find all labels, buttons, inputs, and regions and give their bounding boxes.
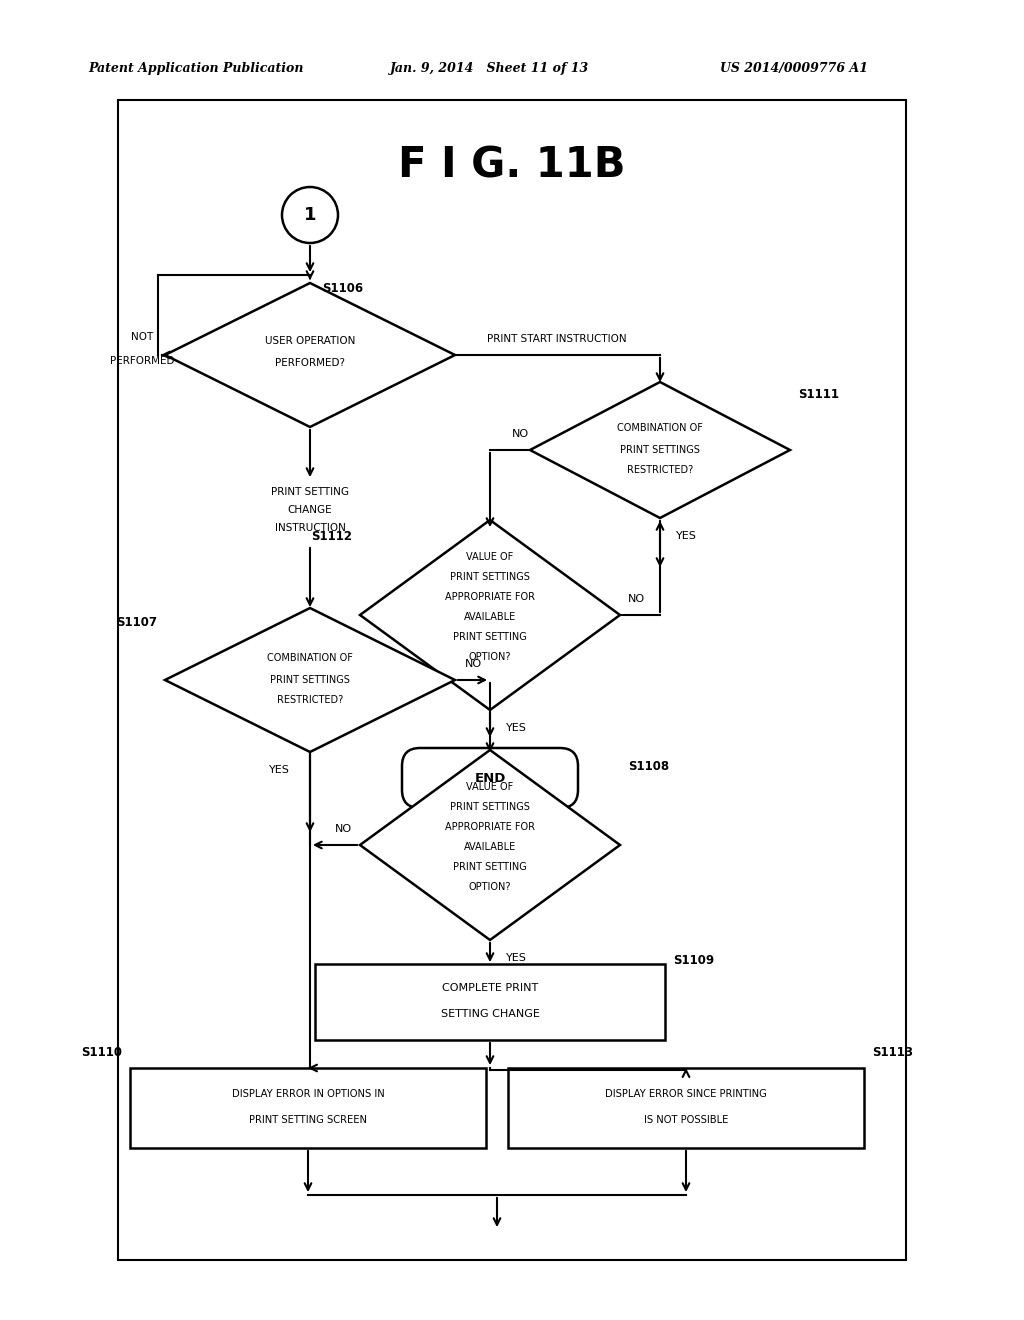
Text: OPTION?: OPTION? <box>469 882 511 892</box>
Polygon shape <box>165 282 455 426</box>
Text: 1: 1 <box>304 206 316 224</box>
Text: VALUE OF: VALUE OF <box>466 552 514 562</box>
Text: Jan. 9, 2014   Sheet 11 of 13: Jan. 9, 2014 Sheet 11 of 13 <box>390 62 589 75</box>
Text: USER OPERATION: USER OPERATION <box>265 337 355 346</box>
Text: RESTRICTED?: RESTRICTED? <box>627 465 693 475</box>
Text: S1113: S1113 <box>872 1047 913 1060</box>
Text: CHANGE: CHANGE <box>288 506 333 515</box>
Text: SETTING CHANGE: SETTING CHANGE <box>440 1008 540 1019</box>
Polygon shape <box>360 520 620 710</box>
Text: NO: NO <box>511 429 528 440</box>
Text: INSTRUCTION: INSTRUCTION <box>274 523 345 533</box>
Text: Patent Application Publication: Patent Application Publication <box>88 62 303 75</box>
Text: APPROPRIATE FOR: APPROPRIATE FOR <box>445 822 535 832</box>
Text: DISPLAY ERROR SINCE PRINTING: DISPLAY ERROR SINCE PRINTING <box>605 1089 767 1100</box>
Text: PRINT SETTING: PRINT SETTING <box>271 487 349 498</box>
Text: PRINT SETTINGS: PRINT SETTINGS <box>451 803 530 812</box>
Polygon shape <box>530 381 790 517</box>
Text: S1111: S1111 <box>798 388 839 401</box>
Text: PERFORMED?: PERFORMED? <box>275 358 345 368</box>
Text: YES: YES <box>269 766 290 775</box>
Text: S1112: S1112 <box>311 531 352 544</box>
Text: YES: YES <box>506 723 527 733</box>
FancyBboxPatch shape <box>118 100 906 1261</box>
Text: COMPLETE PRINT: COMPLETE PRINT <box>442 983 539 993</box>
FancyBboxPatch shape <box>315 964 665 1040</box>
Text: PRINT SETTING: PRINT SETTING <box>454 632 527 642</box>
Text: US 2014/0009776 A1: US 2014/0009776 A1 <box>720 62 868 75</box>
Text: NO: NO <box>335 824 352 834</box>
Text: NO: NO <box>628 594 645 605</box>
Text: YES: YES <box>676 531 697 541</box>
FancyBboxPatch shape <box>508 1068 864 1148</box>
FancyBboxPatch shape <box>130 1068 486 1148</box>
Text: COMBINATION OF: COMBINATION OF <box>267 653 353 663</box>
Text: S1108: S1108 <box>628 760 669 774</box>
Polygon shape <box>165 609 455 752</box>
Text: PRINT SETTINGS: PRINT SETTINGS <box>270 675 350 685</box>
Circle shape <box>282 187 338 243</box>
Text: PRINT SETTING: PRINT SETTING <box>454 862 527 873</box>
Text: END: END <box>474 771 506 784</box>
Text: COMBINATION OF: COMBINATION OF <box>617 422 702 433</box>
Text: PRINT START INSTRUCTION: PRINT START INSTRUCTION <box>487 334 627 345</box>
Text: VALUE OF: VALUE OF <box>466 781 514 792</box>
Text: DISPLAY ERROR IN OPTIONS IN: DISPLAY ERROR IN OPTIONS IN <box>231 1089 384 1100</box>
Text: IS NOT POSSIBLE: IS NOT POSSIBLE <box>644 1115 728 1125</box>
Text: OPTION?: OPTION? <box>469 652 511 663</box>
Text: AVAILABLE: AVAILABLE <box>464 612 516 622</box>
Text: APPROPRIATE FOR: APPROPRIATE FOR <box>445 591 535 602</box>
Text: PERFORMED: PERFORMED <box>110 356 174 366</box>
Text: S1107: S1107 <box>116 615 157 628</box>
Text: NO: NO <box>465 659 481 669</box>
FancyBboxPatch shape <box>402 748 578 808</box>
Text: PRINT SETTING SCREEN: PRINT SETTING SCREEN <box>249 1115 367 1125</box>
Text: S1110: S1110 <box>81 1047 122 1060</box>
Text: YES: YES <box>506 953 527 964</box>
Text: PRINT SETTINGS: PRINT SETTINGS <box>451 572 530 582</box>
Polygon shape <box>360 750 620 940</box>
Text: S1106: S1106 <box>322 281 364 294</box>
Text: F I G. 11B: F I G. 11B <box>398 145 626 187</box>
Text: S1109: S1109 <box>673 953 714 966</box>
Text: AVAILABLE: AVAILABLE <box>464 842 516 851</box>
Text: NOT: NOT <box>131 333 154 342</box>
Text: RESTRICTED?: RESTRICTED? <box>276 696 343 705</box>
Text: PRINT SETTINGS: PRINT SETTINGS <box>621 445 700 455</box>
